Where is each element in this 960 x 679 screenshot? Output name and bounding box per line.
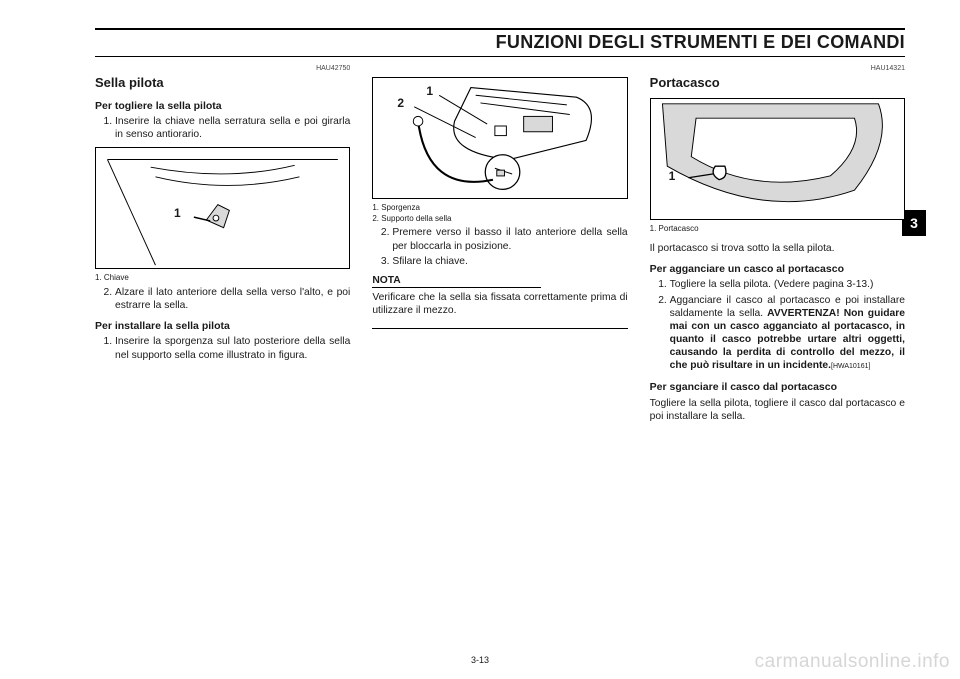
figure-caption-sporgenza: 1. Sporgenza — [372, 203, 627, 213]
subhead-togliere: Per togliere la sella pilota — [95, 100, 350, 113]
figure-marker-1: 1 — [669, 169, 676, 184]
figure-caption-supporto: 2. Supporto della sella — [372, 214, 627, 224]
nota-label: NOTA — [372, 274, 540, 288]
list-agganciare: Togliere la sella pilota. (Vedere pagina… — [650, 278, 905, 372]
page-title: FUNZIONI DEGLI STRUMENTI E DEI COMANDI — [95, 32, 905, 53]
figure-chiave: 1 — [95, 147, 350, 269]
page-sheet: FUNZIONI DEGLI STRUMENTI E DEI COMANDI 3… — [0, 0, 960, 679]
list-installare-b: Premere verso il basso il lato anteriore… — [372, 226, 627, 268]
list-item: Togliere la sella pilota. (Vedere pagina… — [670, 278, 905, 291]
figure-portacasco-svg — [651, 99, 904, 219]
figure-marker-1: 1 — [174, 206, 181, 221]
list-togliere-b: Alzare il lato anteriore della sella ver… — [95, 286, 350, 312]
figure-marker-2: 2 — [397, 96, 404, 111]
top-rule — [95, 28, 905, 30]
subhead-sganciare: Per sganciare il casco dal portacasco — [650, 381, 905, 394]
list-item: Inserire la chiave nella serratura sella… — [115, 115, 350, 141]
doc-code: HAU42750 — [95, 65, 350, 74]
figure-supporto: 1 2 — [372, 77, 627, 199]
watermark: carmanualsonline.info — [755, 651, 950, 673]
figure-supporto-svg — [373, 78, 626, 198]
columns: HAU42750 Sella pilota Per togliere la se… — [95, 65, 905, 426]
heading-sella-pilota: Sella pilota — [95, 75, 350, 92]
figure-portacasco: 1 — [650, 98, 905, 220]
heading-portacasco: Portacasco — [650, 75, 905, 92]
nota-end-rule — [372, 328, 627, 329]
list-item: Inserire la sporgenza sul lato posterior… — [115, 335, 350, 361]
figure-chiave-svg — [96, 148, 349, 268]
column-3: HAU14321 Portacasco 1 1. Portacasco Il p… — [650, 65, 905, 426]
portacasco-sganciare-body: Togliere la sella pilota, togliere il ca… — [650, 397, 905, 423]
lock-icon — [206, 205, 229, 228]
list-item: Alzare il lato anteriore della sella ver… — [115, 286, 350, 312]
nota-block: NOTA — [372, 274, 627, 288]
figure-marker-1: 1 — [426, 84, 433, 99]
list-togliere: Inserire la chiave nella serratura sella… — [95, 115, 350, 141]
list-item: Sfilare la chiave. — [392, 255, 627, 268]
column-2: 1 2 1. Sporgenza 2. Supporto della sella… — [372, 65, 627, 426]
portacasco-intro: Il portacasco si trova sotto la sella pi… — [650, 242, 905, 255]
warning-ref: [HWA10161] — [831, 363, 870, 370]
nota-body: Verificare che la sella sia fissata corr… — [372, 291, 627, 317]
figure-caption-portacasco: 1. Portacasco — [650, 224, 905, 234]
under-rule — [95, 56, 905, 57]
subhead-installare: Per installare la sella pilota — [95, 320, 350, 333]
doc-code: HAU14321 — [650, 65, 905, 74]
column-1: HAU42750 Sella pilota Per togliere la se… — [95, 65, 350, 426]
figure-caption-chiave: 1. Chiave — [95, 273, 350, 283]
subhead-agganciare: Per agganciare un casco al portacasco — [650, 263, 905, 276]
section-tab: 3 — [902, 210, 926, 236]
list-item: Agganciare il casco al portacasco e poi … — [670, 294, 905, 373]
list-item: Premere verso il basso il lato anteriore… — [392, 226, 627, 252]
list-installare: Inserire la sporgenza sul lato posterior… — [95, 335, 350, 361]
